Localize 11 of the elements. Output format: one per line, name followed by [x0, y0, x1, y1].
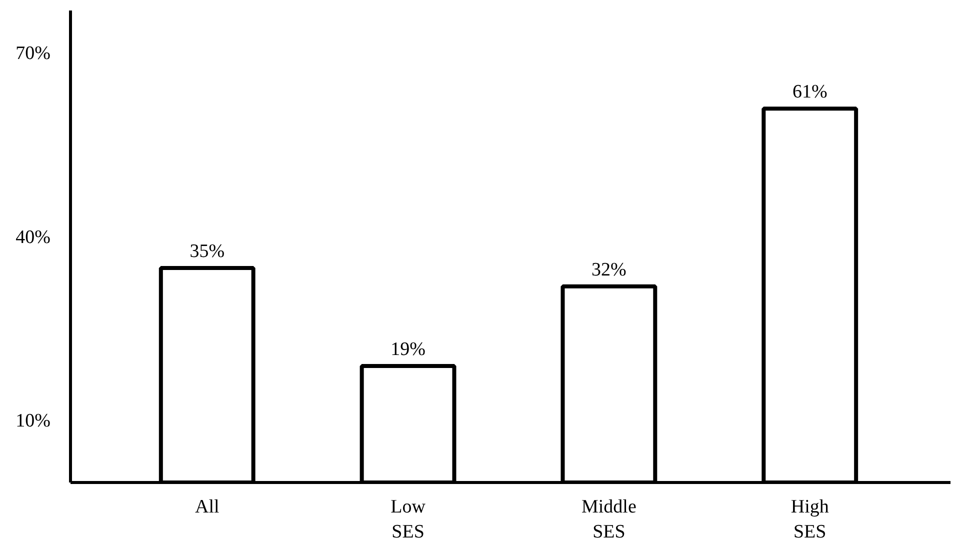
- x-tick-label: High SES: [790, 496, 830, 543]
- data-label: 32%: [592, 259, 627, 280]
- x-tick-label: All: [194, 496, 220, 518]
- y-tick-label: 40%: [16, 226, 51, 248]
- y-tick-label: 70%: [16, 42, 51, 64]
- data-label: 35%: [190, 240, 225, 262]
- y-tick-label: 10%: [16, 410, 51, 432]
- x-tick-label: Low SES: [390, 496, 426, 543]
- x-tick-label: Middle SES: [582, 496, 636, 543]
- data-label: 61%: [792, 82, 828, 103]
- data-label: 19%: [390, 339, 426, 360]
